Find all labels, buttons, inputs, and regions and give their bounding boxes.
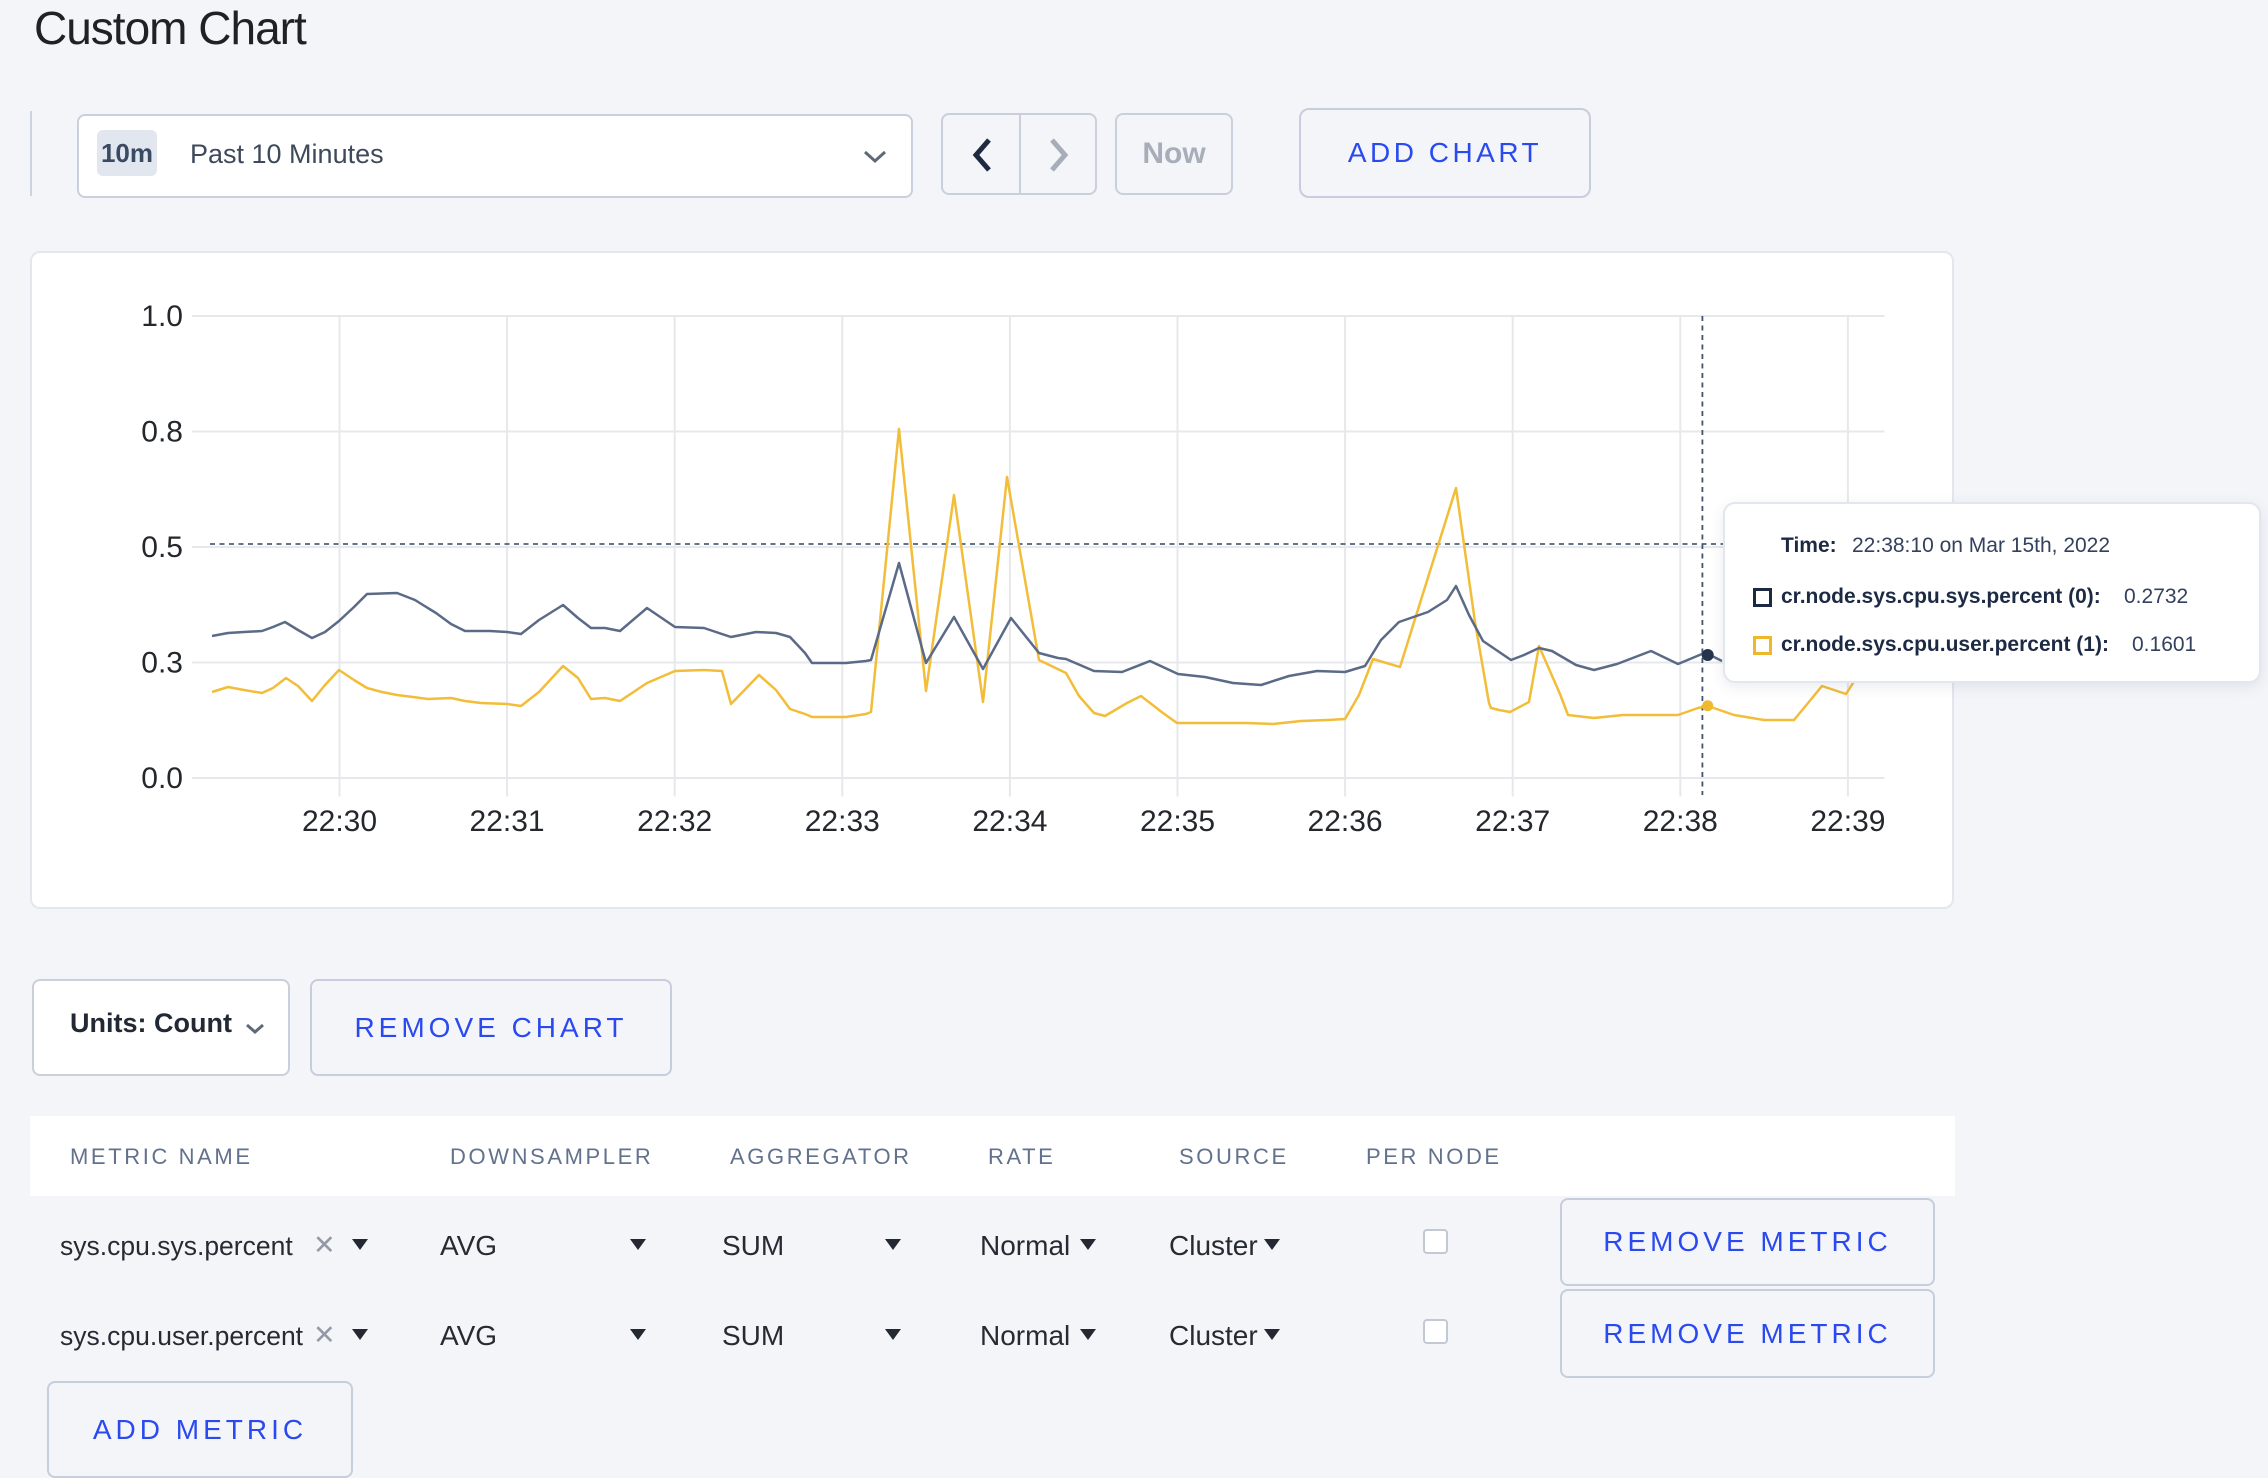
svg-text:22:39: 22:39	[1810, 805, 1885, 838]
svg-text:22:32: 22:32	[637, 805, 712, 838]
svg-text:0.8: 0.8	[141, 416, 183, 449]
svg-text:1.0: 1.0	[141, 300, 183, 333]
svg-text:22:38: 22:38	[1643, 805, 1718, 838]
svg-text:22:35: 22:35	[1140, 805, 1215, 838]
svg-text:22:30: 22:30	[302, 805, 377, 838]
svg-text:22:36: 22:36	[1308, 805, 1383, 838]
svg-text:0.5: 0.5	[141, 531, 183, 564]
svg-text:0.3: 0.3	[141, 647, 183, 680]
svg-text:0.0: 0.0	[141, 762, 183, 795]
svg-text:22:33: 22:33	[805, 805, 880, 838]
svg-text:22:34: 22:34	[972, 805, 1047, 838]
svg-text:22:31: 22:31	[470, 805, 545, 838]
svg-text:22:37: 22:37	[1475, 805, 1550, 838]
